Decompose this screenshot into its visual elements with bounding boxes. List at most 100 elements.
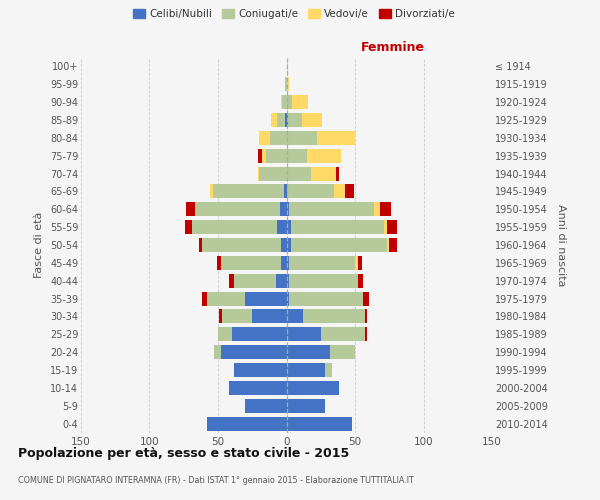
Bar (284, 184, 287, 198)
Bar (386, 238, 389, 252)
Bar (331, 345, 355, 359)
Bar (287, 345, 331, 359)
Bar (210, 184, 212, 198)
Text: Femmine: Femmine (361, 41, 425, 54)
Bar (380, 202, 391, 216)
Bar (287, 256, 289, 270)
Bar (281, 95, 283, 109)
Bar (229, 274, 235, 287)
Bar (277, 113, 285, 127)
Bar (270, 131, 287, 145)
Bar (287, 202, 289, 216)
Bar (363, 292, 369, 306)
Bar (287, 95, 292, 109)
Bar (229, 381, 287, 395)
Bar (287, 381, 338, 395)
Bar (245, 292, 287, 306)
Bar (287, 274, 289, 287)
Bar (365, 310, 367, 324)
Bar (355, 256, 358, 270)
Bar (275, 274, 287, 287)
Bar (389, 238, 397, 252)
Bar (262, 148, 266, 162)
Bar (287, 292, 289, 306)
Bar (303, 310, 365, 324)
Bar (287, 78, 289, 91)
Bar (287, 416, 352, 430)
Bar (192, 220, 277, 234)
Bar (266, 148, 287, 162)
Bar (271, 113, 277, 127)
Bar (307, 148, 341, 162)
Bar (374, 202, 380, 216)
Bar (386, 220, 397, 234)
Bar (289, 292, 363, 306)
Bar (214, 345, 221, 359)
Bar (289, 274, 358, 287)
Bar (290, 220, 384, 234)
Bar (317, 131, 355, 145)
Bar (287, 113, 288, 127)
Bar (358, 256, 362, 270)
Bar (217, 256, 221, 270)
Bar (207, 292, 245, 306)
Bar (334, 184, 346, 198)
Bar (222, 310, 252, 324)
Bar (290, 238, 386, 252)
Bar (287, 60, 288, 74)
Bar (346, 184, 353, 198)
Bar (325, 363, 332, 377)
Bar (281, 256, 287, 270)
Text: COMUNE DI PIGNATARO INTERAMNA (FR) - Dati ISTAT 1° gennaio 2015 - Elaborazione T: COMUNE DI PIGNATARO INTERAMNA (FR) - Dat… (18, 476, 414, 485)
Bar (288, 113, 302, 127)
Bar (281, 238, 287, 252)
Bar (321, 328, 365, 341)
Legend: Celibi/Nubili, Coniugati/e, Vedovi/e, Divorziati/e: Celibi/Nubili, Coniugati/e, Vedovi/e, Di… (129, 5, 459, 24)
Bar (287, 166, 311, 180)
Y-axis label: Anni di nascita: Anni di nascita (556, 204, 566, 286)
Bar (287, 184, 334, 198)
Bar (365, 328, 367, 341)
Bar (302, 113, 322, 127)
Bar (358, 274, 363, 287)
Bar (232, 328, 287, 341)
Bar (221, 345, 287, 359)
Bar (259, 131, 270, 145)
Bar (287, 399, 325, 412)
Bar (287, 238, 290, 252)
Bar (245, 399, 287, 412)
Bar (220, 310, 222, 324)
Bar (185, 220, 192, 234)
Bar (280, 202, 287, 216)
Bar (187, 202, 195, 216)
Bar (285, 113, 287, 127)
Bar (199, 238, 202, 252)
Bar (207, 416, 287, 430)
Bar (252, 310, 287, 324)
Y-axis label: Fasce di età: Fasce di età (34, 212, 44, 278)
Bar (258, 166, 259, 180)
Bar (336, 166, 338, 180)
Bar (195, 202, 280, 216)
Bar (283, 95, 287, 109)
Bar (259, 166, 287, 180)
Bar (212, 184, 284, 198)
Bar (287, 131, 317, 145)
Bar (384, 220, 386, 234)
Bar (287, 220, 290, 234)
Bar (289, 256, 355, 270)
Bar (258, 148, 262, 162)
Bar (277, 220, 287, 234)
Bar (202, 292, 207, 306)
Bar (287, 328, 321, 341)
Bar (235, 274, 275, 287)
Bar (287, 363, 325, 377)
Bar (292, 95, 308, 109)
Bar (311, 166, 336, 180)
Bar (235, 363, 287, 377)
Bar (287, 310, 303, 324)
Bar (287, 148, 307, 162)
Bar (221, 256, 281, 270)
Bar (285, 78, 287, 91)
Bar (202, 238, 281, 252)
